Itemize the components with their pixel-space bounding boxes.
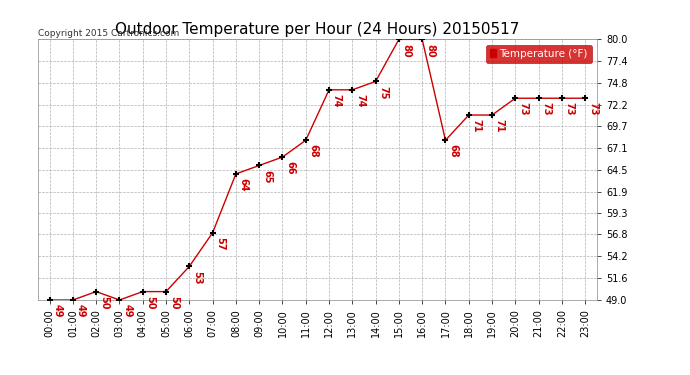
Text: 75: 75 [378,86,388,99]
Text: Copyright 2015 Cartronics.com: Copyright 2015 Cartronics.com [38,28,179,38]
Text: 73: 73 [564,102,575,116]
Text: 53: 53 [192,271,202,284]
Text: 66: 66 [285,161,295,175]
Text: 74: 74 [355,94,365,108]
Text: 71: 71 [495,119,505,133]
Legend: Temperature (°F): Temperature (°F) [486,45,591,63]
Text: 49: 49 [122,304,132,318]
Text: 80: 80 [402,44,412,57]
Text: 65: 65 [262,170,272,183]
Text: 80: 80 [425,44,435,57]
Text: 49: 49 [52,304,62,318]
Text: 73: 73 [588,102,598,116]
Text: 50: 50 [169,296,179,309]
Text: 68: 68 [308,144,319,158]
Text: 73: 73 [518,102,528,116]
Text: 50: 50 [146,296,155,309]
Text: 73: 73 [542,102,551,116]
Text: 68: 68 [448,144,458,158]
Text: 71: 71 [471,119,482,133]
Text: 64: 64 [239,178,248,192]
Text: 50: 50 [99,296,109,309]
Title: Outdoor Temperature per Hour (24 Hours) 20150517: Outdoor Temperature per Hour (24 Hours) … [115,22,520,37]
Text: 74: 74 [332,94,342,108]
Text: 57: 57 [215,237,226,250]
Text: 49: 49 [76,304,86,318]
